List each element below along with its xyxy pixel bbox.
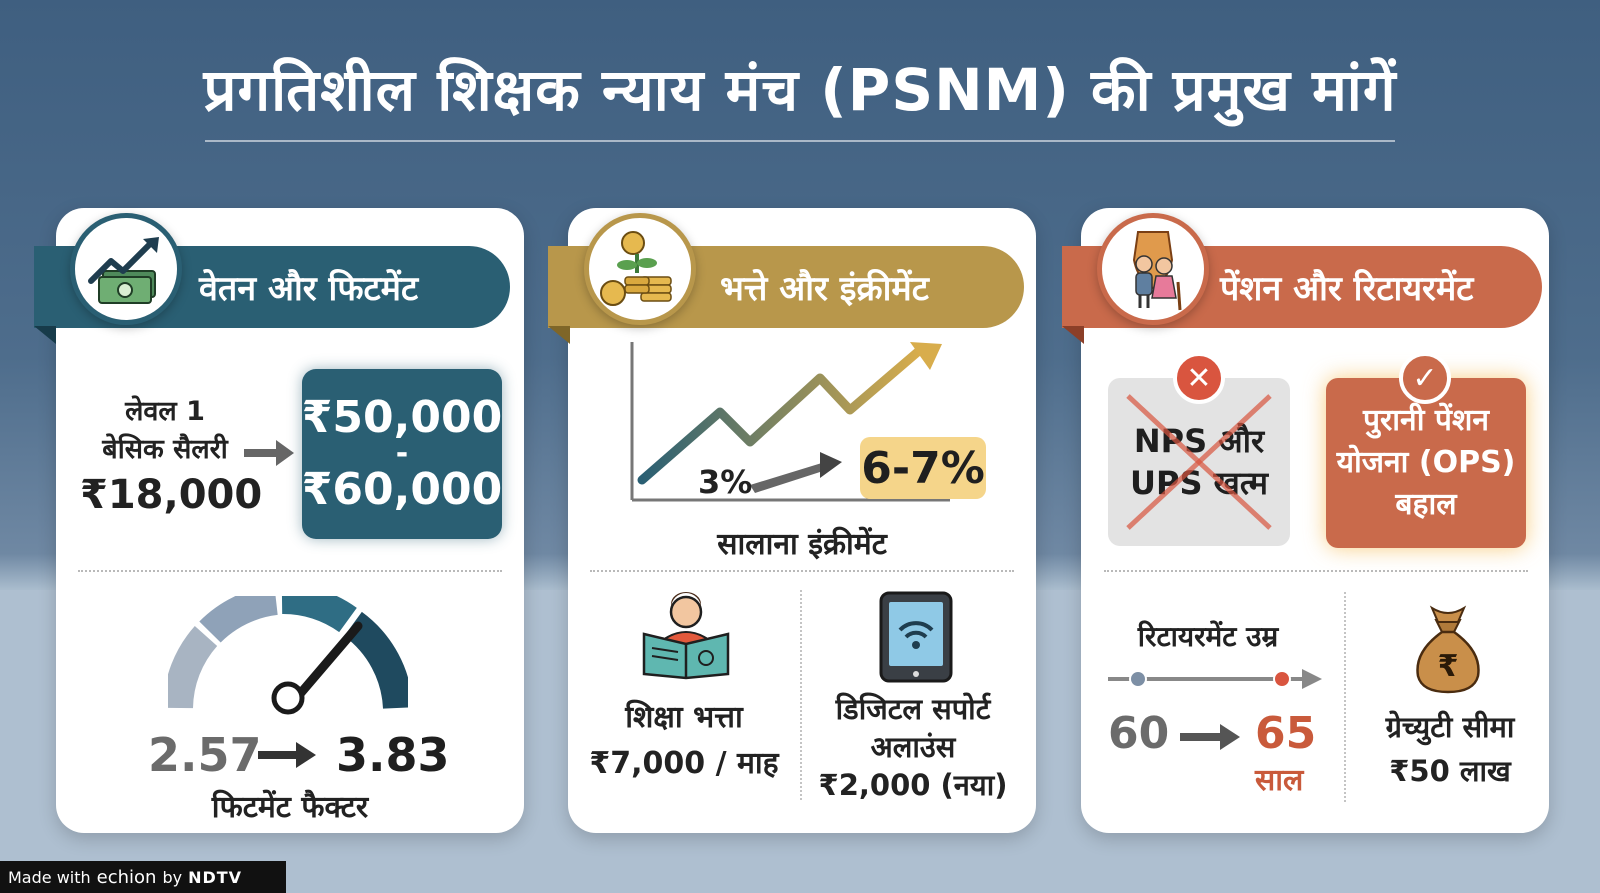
ops-box: पुरानी पेंशन योजना (OPS) बहाल: [1326, 378, 1526, 548]
footer-publisher: NDTV: [188, 867, 243, 887]
arrow-right-icon: [244, 440, 294, 466]
fitment-old-value: 2.57: [148, 728, 262, 782]
divider-vertical: [1344, 592, 1346, 802]
fitment-gauge: [168, 596, 408, 715]
footer-credit: Made with echion by NDTV: [0, 861, 286, 893]
salary-range-separator: -: [395, 436, 409, 471]
student-reading-icon: [642, 592, 730, 680]
gratuity: ग्रेच्युटी सीमा ₹50 लाख: [1360, 705, 1540, 793]
education-allowance-label: शिक्षा भत्ता: [625, 700, 743, 735]
digital-support-value: ₹2,000 (नया): [818, 768, 1008, 802]
retirement-age-label: रिटायरमेंट उम्र: [1137, 620, 1279, 653]
divider-vertical: [800, 590, 802, 800]
ops-label-line2: योजना (OPS): [1336, 445, 1516, 480]
ribbon-tail: [548, 326, 570, 344]
arrow-right-icon: [1180, 724, 1240, 750]
nps-label-line1: NPS और: [1133, 422, 1265, 460]
fitment-label: फिटमेंट फैक्टर: [211, 790, 369, 825]
footer-brand: echion: [96, 866, 157, 888]
title-divider: [205, 140, 1395, 142]
education-allowance: शिक्षा भत्ता ₹7,000 / माह: [584, 695, 784, 787]
gratuity-label: ग्रेच्युटी सीमा: [1385, 710, 1515, 744]
level-block: लेवल 1 बेसिक सैलरी ₹18,000: [80, 393, 263, 521]
coins-plant-icon: [584, 213, 696, 325]
salary-heading: वेतन और फिटमेंट: [199, 269, 419, 309]
salary-range-box: ₹50,000 - ₹60,000: [302, 369, 502, 539]
divider: [78, 570, 502, 572]
money-bag-icon: ₹: [1416, 605, 1480, 694]
digital-support-label-line2: अलाउंस: [870, 730, 956, 764]
divider: [590, 570, 1014, 572]
gratuity-value: ₹50 लाख: [1389, 754, 1511, 788]
cross-out-icon: [1126, 394, 1272, 530]
arrow-right-icon: [258, 742, 316, 768]
divider: [1104, 570, 1528, 572]
increment-new-value: 6-7%: [860, 437, 986, 499]
retirement-age-old: 60: [1108, 708, 1170, 759]
ops-label-line3: बहाल: [1395, 487, 1457, 522]
basic-salary-label: बेसिक सैलरी: [102, 434, 228, 465]
page-title: प्रगतिशील शिक्षक न्याय मंच (PSNM) की प्र…: [203, 56, 1397, 124]
basic-salary-value: ₹18,000: [80, 472, 263, 518]
nps-label-line2: UPS खत्म: [1130, 464, 1268, 502]
fitment-new-value: 3.83: [336, 728, 450, 782]
salary-range-min: ₹50,000: [301, 392, 503, 443]
elderly-shield-icon: [1097, 213, 1209, 325]
money-growth-icon: [70, 213, 182, 325]
digital-support-allowance: डिजिटल सपोर्ट अलाउंस ₹2,000 (नया): [808, 690, 1018, 804]
ops-label-line1: पुरानी पेंशन: [1362, 403, 1490, 438]
salary-range-max: ₹60,000: [301, 464, 503, 515]
retirement-age-unit: साल: [1255, 763, 1304, 798]
check-icon: ✓: [1399, 352, 1451, 404]
pension-heading: पेंशन और रिटायरमेंट: [1220, 269, 1474, 309]
digital-support-label-line1: डिजिटल सपोर्ट: [835, 692, 991, 726]
level-label: लेवल 1: [125, 396, 205, 427]
footer-made-with: Made with: [8, 867, 91, 887]
ribbon-tail: [34, 326, 56, 344]
increment-label: सालाना इंक्रीमेंट: [717, 527, 887, 562]
footer-by: by: [162, 867, 183, 887]
increment-trend-chart: [630, 342, 950, 502]
retirement-age-slider: [1108, 669, 1322, 689]
allowance-heading: भत्ते और इंक्रीमेंट: [720, 269, 929, 309]
increment-old-value: 3%: [698, 463, 753, 501]
tablet-wifi-icon: [879, 591, 953, 683]
retirement-age-new: 65: [1255, 708, 1317, 759]
education-allowance-value: ₹7,000 / माह: [589, 746, 779, 781]
rupee-symbol: ₹: [1438, 649, 1459, 684]
close-icon: ✕: [1173, 352, 1225, 404]
